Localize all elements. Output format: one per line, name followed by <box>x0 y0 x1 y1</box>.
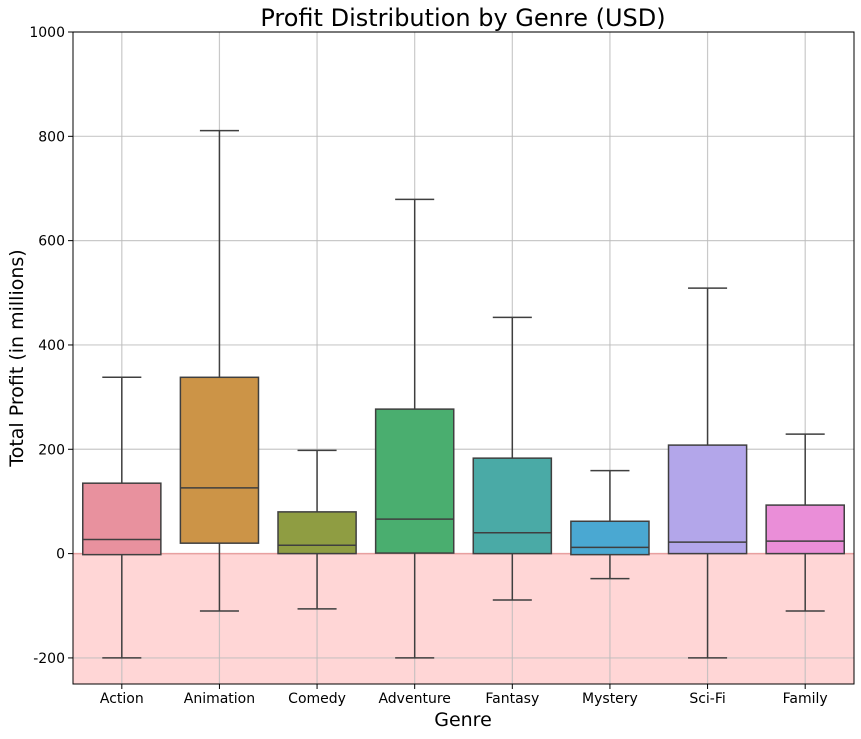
y-tick-label: 1000 <box>29 25 65 41</box>
x-axis-label: Genre <box>434 709 492 731</box>
chart-title: Profit Distribution by Genre (USD) <box>260 4 665 32</box>
x-tick-label: Adventure <box>378 691 450 707</box>
plot-frame <box>72 31 855 685</box>
y-tick-label: 200 <box>38 442 65 458</box>
x-tick-label: Family <box>783 691 828 707</box>
x-tick-label: Action <box>100 691 144 707</box>
y-tick-label: 800 <box>38 129 65 145</box>
x-tick-label: Animation <box>184 691 255 707</box>
box-action <box>82 482 162 556</box>
box-comedy <box>277 511 357 555</box>
box-mystery <box>570 520 650 556</box>
y-tick-label: 400 <box>38 338 65 354</box>
box-adventure <box>374 408 455 554</box>
box-family <box>765 504 845 555</box>
box-fantasy <box>472 457 553 555</box>
y-axis-label: Total Profit (in millions) <box>6 249 28 467</box>
x-tick-label: Sci-Fi <box>689 691 725 707</box>
box-sci-fi <box>667 444 748 555</box>
negative-profit-region <box>73 553 854 684</box>
box-animation <box>179 376 260 544</box>
y-tick-label: 600 <box>38 234 65 250</box>
x-tick-label: Fantasy <box>485 691 539 707</box>
plot-area: -200 0 200 400 600 800 1000 Action Animation Come… <box>29 25 855 707</box>
x-tick-label: Comedy <box>288 691 346 707</box>
x-tick-label: Mystery <box>582 691 638 707</box>
y-tick-label: 0 <box>56 547 65 563</box>
y-tick-label: -200 <box>33 651 65 667</box>
